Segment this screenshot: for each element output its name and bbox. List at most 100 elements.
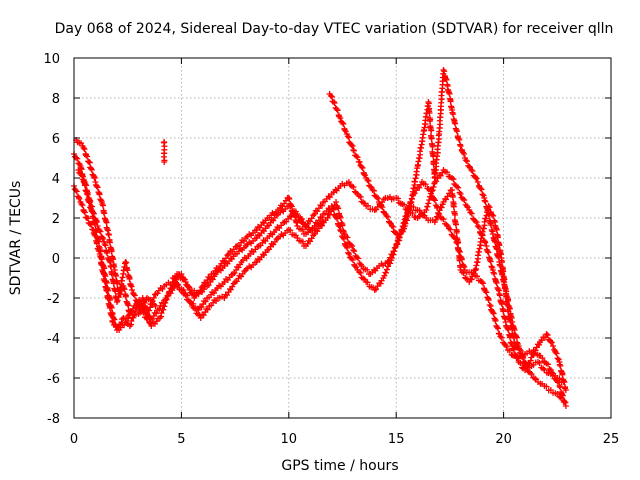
- data-point: [136, 309, 143, 316]
- data-point: [121, 286, 128, 293]
- data-point: [221, 295, 228, 301]
- data-point: [457, 143, 464, 149]
- data-point: [225, 251, 232, 257]
- data-point: [389, 251, 396, 258]
- data-point: [559, 371, 566, 378]
- data-point: [544, 361, 551, 368]
- data-point: [88, 221, 95, 228]
- data-point: [88, 166, 95, 173]
- data-point: [90, 210, 97, 217]
- data-point: [334, 107, 341, 114]
- data-point: [411, 190, 418, 197]
- data-point: [532, 347, 539, 354]
- data-point: [240, 238, 247, 245]
- data-point: [538, 337, 545, 344]
- data-point: [502, 285, 509, 292]
- data-point: [544, 332, 551, 339]
- data-point: [80, 144, 87, 151]
- data-point: [484, 248, 491, 255]
- series-track-2: [73, 67, 567, 405]
- data-point: [103, 219, 110, 226]
- data-point: [364, 177, 371, 183]
- data-point: [174, 281, 181, 288]
- data-point: [78, 200, 85, 207]
- data-point: [128, 318, 135, 325]
- data-point: [125, 307, 132, 314]
- data-point: [478, 186, 485, 193]
- data-point: [331, 100, 338, 107]
- data-point: [402, 215, 409, 222]
- data-point: [84, 153, 91, 160]
- data-point: [515, 345, 522, 352]
- data-point: [359, 164, 366, 171]
- data-point: [410, 191, 417, 197]
- data-point: [383, 213, 390, 220]
- data-point: [511, 346, 518, 353]
- y-tick-label: 6: [52, 132, 60, 147]
- data-point: [130, 291, 137, 298]
- data-point: [362, 172, 369, 179]
- data-point: [337, 214, 344, 221]
- plot-frame: [73, 57, 612, 419]
- data-point: [357, 193, 364, 200]
- data-point: [498, 301, 505, 308]
- data-point: [353, 264, 360, 271]
- data-point: [326, 211, 333, 218]
- data-point: [474, 179, 481, 185]
- data-point: [384, 259, 391, 265]
- data-point: [150, 294, 157, 301]
- data-point: [77, 170, 84, 177]
- data-point: [76, 195, 83, 202]
- data-point: [433, 178, 440, 185]
- data-point: [447, 226, 454, 233]
- data-point: [353, 153, 360, 160]
- data-point: [94, 184, 101, 191]
- data-point: [382, 269, 389, 276]
- data-point: [468, 167, 475, 173]
- data-point: [300, 219, 307, 226]
- data-point: [378, 203, 385, 210]
- data-point: [310, 212, 317, 219]
- data-point: [474, 273, 481, 280]
- data-point: [428, 135, 435, 142]
- data-point: [506, 347, 513, 354]
- data-point: [559, 392, 566, 399]
- data-point: [93, 183, 100, 190]
- data-point: [456, 247, 463, 254]
- data-point: [350, 247, 357, 253]
- data-point: [123, 265, 130, 272]
- data-point: [493, 279, 500, 286]
- data-point: [416, 184, 423, 191]
- data-point: [140, 303, 147, 310]
- data-point: [481, 218, 488, 225]
- data-point: [340, 120, 347, 127]
- data-point: [450, 176, 457, 183]
- data-point: [299, 238, 306, 245]
- data-point: [161, 303, 168, 310]
- data-point: [91, 175, 98, 182]
- data-point: [373, 286, 380, 293]
- data-point: [480, 225, 487, 232]
- data-point: [79, 202, 86, 209]
- data-point: [498, 299, 505, 306]
- data-point: [353, 254, 360, 261]
- data-point: [428, 127, 435, 134]
- data-point: [386, 219, 393, 226]
- data-point: [171, 275, 178, 282]
- data-point: [367, 183, 374, 190]
- data-point: [388, 223, 395, 229]
- data-point: [376, 199, 383, 205]
- data-point: [339, 222, 346, 229]
- data-point: [147, 296, 154, 303]
- data-point: [286, 213, 293, 220]
- series-track-4: [75, 139, 569, 409]
- data-point: [548, 339, 555, 346]
- data-point: [96, 227, 103, 234]
- data-point: [103, 287, 110, 293]
- data-point: [491, 237, 498, 244]
- data-point: [82, 152, 89, 159]
- data-point: [93, 240, 100, 247]
- data-point: [450, 111, 457, 118]
- data-point: [195, 307, 202, 313]
